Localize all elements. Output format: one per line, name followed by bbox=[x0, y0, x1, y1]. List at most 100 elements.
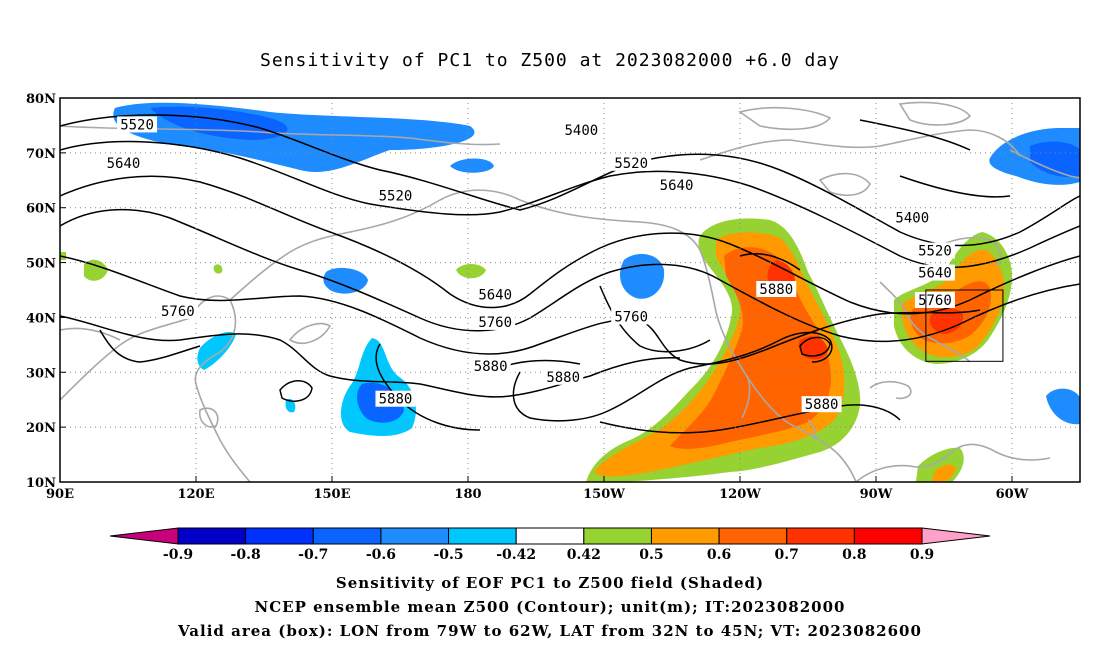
lat-tick-label: 10N bbox=[26, 476, 56, 491]
colorbar-label: 0.7 bbox=[775, 547, 799, 563]
contour-label: 5880 bbox=[546, 370, 580, 386]
colorbar-label: -0.7 bbox=[298, 547, 328, 563]
lat-tick-label: 80N bbox=[26, 92, 56, 107]
contour-label-bg bbox=[470, 357, 511, 374]
contour-label: 5520 bbox=[614, 156, 648, 172]
colorbar-label: 0.42 bbox=[567, 547, 601, 563]
contour-label: 5520 bbox=[120, 117, 154, 133]
contour-label-bg bbox=[475, 313, 516, 330]
colorbar-label: 0.9 bbox=[910, 547, 934, 563]
colorbar-label: 0.5 bbox=[639, 547, 663, 563]
contour-label: 5880 bbox=[474, 359, 508, 375]
contour-label-bg bbox=[914, 242, 955, 259]
contour-label: 5400 bbox=[895, 211, 929, 227]
shade-negative-npac bbox=[620, 254, 665, 299]
colorbar-left-arrow bbox=[109, 527, 179, 545]
contour-label: 5760 bbox=[614, 309, 648, 325]
shade-negative-greenland-core bbox=[1030, 141, 1080, 178]
shade-negative-atlantic bbox=[1046, 388, 1080, 425]
gridlines bbox=[60, 98, 1080, 482]
contour-label: 5520 bbox=[918, 244, 952, 260]
contour-label: 5520 bbox=[379, 189, 413, 205]
contour-label: 5760 bbox=[161, 304, 195, 320]
contour-label: 5640 bbox=[478, 287, 512, 303]
lat-tick-label: 40N bbox=[26, 311, 56, 326]
lon-tick-label: 150W bbox=[583, 487, 625, 502]
contour-label-bg bbox=[561, 121, 602, 138]
caption-valid-area: Valid area (box): LON from 79W to 62W, L… bbox=[178, 622, 922, 640]
lat-tick-label: 60N bbox=[26, 202, 56, 217]
colorbar-label: -0.8 bbox=[231, 547, 261, 563]
contour-label-bg bbox=[914, 264, 955, 281]
contour-label-bg bbox=[892, 209, 933, 226]
contour-labels: 5520 5640 5520 5400 5520 5640 5400 5520 5640 5760… bbox=[103, 116, 955, 413]
contour-label: 5880 bbox=[805, 397, 839, 413]
contour-label-bg bbox=[103, 154, 144, 171]
lat-tick-label: 20N bbox=[26, 421, 56, 436]
colorbar-swatch bbox=[312, 527, 382, 545]
lat-tick-label: 50N bbox=[26, 257, 56, 272]
colorbar-label: -0.42 bbox=[496, 547, 536, 563]
contour-label: 5640 bbox=[918, 266, 952, 282]
colorbar-label: 0.8 bbox=[842, 547, 866, 563]
contour-label-bg bbox=[475, 286, 516, 303]
lon-tick-label: 90W bbox=[860, 487, 893, 502]
colorbar-label: -0.6 bbox=[366, 547, 396, 563]
contour-label: 5880 bbox=[759, 282, 793, 298]
colorbar: -0.9 -0.8 -0.7 -0.6 -0.5 -0.42 0.42 0.5 0.6 0.7 0.… bbox=[109, 527, 991, 563]
contour-label: 5640 bbox=[107, 156, 141, 172]
contour-label-bg bbox=[157, 302, 198, 319]
colorbar-swatch bbox=[245, 527, 314, 545]
shade-positive-caribbean-orange bbox=[932, 464, 956, 482]
lat-tick-label: 70N bbox=[26, 147, 56, 162]
shade-negative-small bbox=[285, 398, 296, 413]
lon-tick-label: 90E bbox=[46, 487, 74, 502]
contour-label-bg bbox=[611, 308, 652, 325]
contour-label: 5760 bbox=[478, 315, 512, 331]
shade-positive-pac1 bbox=[456, 264, 486, 279]
shade-positive-asia2 bbox=[213, 264, 223, 274]
contour-label-bg bbox=[375, 187, 416, 204]
contour-label-bg bbox=[543, 368, 584, 385]
lon-tick-label: 180 bbox=[454, 487, 481, 502]
contour-label-bg bbox=[914, 291, 955, 308]
colorbar-swatch bbox=[650, 527, 720, 545]
contour-label-bg bbox=[611, 154, 652, 171]
colorbar-swatch bbox=[583, 527, 652, 545]
shade-negative-aleutian bbox=[450, 158, 494, 173]
contour-label-bg bbox=[756, 281, 797, 297]
contour-label-bg bbox=[117, 116, 158, 133]
caption-shading: Sensitivity of EOF PC1 to Z500 field (Sh… bbox=[335, 574, 765, 592]
colorbar-swatch bbox=[515, 527, 585, 545]
colorbar-right-arrow bbox=[921, 527, 991, 545]
contour-label: 5400 bbox=[564, 123, 598, 139]
caption-contour: NCEP ensemble mean Z500 (Contour); unit(… bbox=[254, 598, 846, 616]
lon-tick-label: 120E bbox=[177, 487, 214, 502]
colorbar-swatch bbox=[448, 527, 517, 545]
lat-tick-label: 30N bbox=[26, 366, 56, 381]
colorbar-swatch bbox=[380, 527, 450, 545]
shade-positive-asia1 bbox=[84, 259, 108, 281]
colorbar-swatch bbox=[718, 527, 788, 545]
colorbar-label: -0.5 bbox=[433, 547, 463, 563]
colorbar-swatch bbox=[853, 527, 923, 545]
lon-tick-label: 60W bbox=[996, 487, 1029, 502]
shade-positive-na-dark bbox=[670, 247, 832, 449]
lon-tick-label: 120W bbox=[719, 487, 761, 502]
contour-label: 5880 bbox=[379, 392, 413, 408]
map-title: Sensitivity of PC1 to Z500 at 2023082000… bbox=[259, 50, 840, 71]
colorbar-swatch bbox=[786, 527, 855, 545]
contour-label: 5640 bbox=[660, 178, 694, 194]
shade-negative-kamchatka bbox=[323, 267, 368, 294]
contour-label-bg bbox=[656, 176, 697, 193]
valid-area-box bbox=[925, 289, 1004, 362]
colorbar-label: -0.9 bbox=[163, 547, 193, 563]
lon-tick-label: 150E bbox=[313, 487, 350, 502]
shade-positive-na-red2 bbox=[798, 336, 828, 360]
axis-labels: 90E 120E 150E 180 150W 120W 90W 60W 80N 70N 60N 50N… bbox=[26, 92, 1029, 502]
shade-positive-box-red bbox=[929, 308, 964, 334]
map-frame bbox=[59, 97, 1081, 483]
contour-label-bg bbox=[801, 396, 842, 413]
contour-label: 5760 bbox=[918, 293, 952, 309]
